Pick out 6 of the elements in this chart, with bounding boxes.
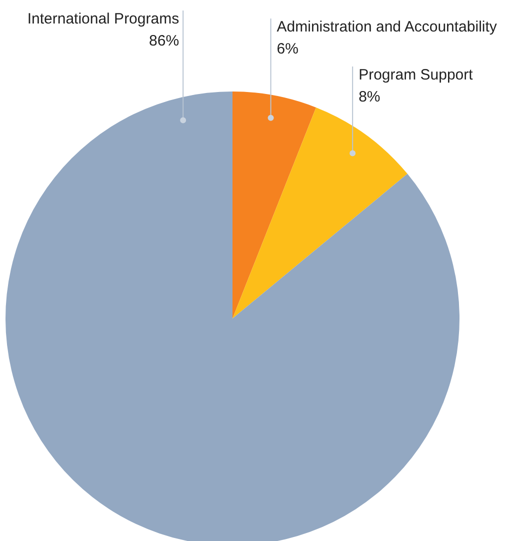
slice-label: Program Support bbox=[358, 66, 474, 84]
data-label: 6% bbox=[276, 40, 298, 58]
slice-label: Administration and Accountability bbox=[276, 18, 498, 36]
slice-label: International Programs bbox=[27, 10, 180, 28]
data-label: 86% bbox=[149, 32, 180, 50]
data-label: 8% bbox=[358, 88, 380, 106]
